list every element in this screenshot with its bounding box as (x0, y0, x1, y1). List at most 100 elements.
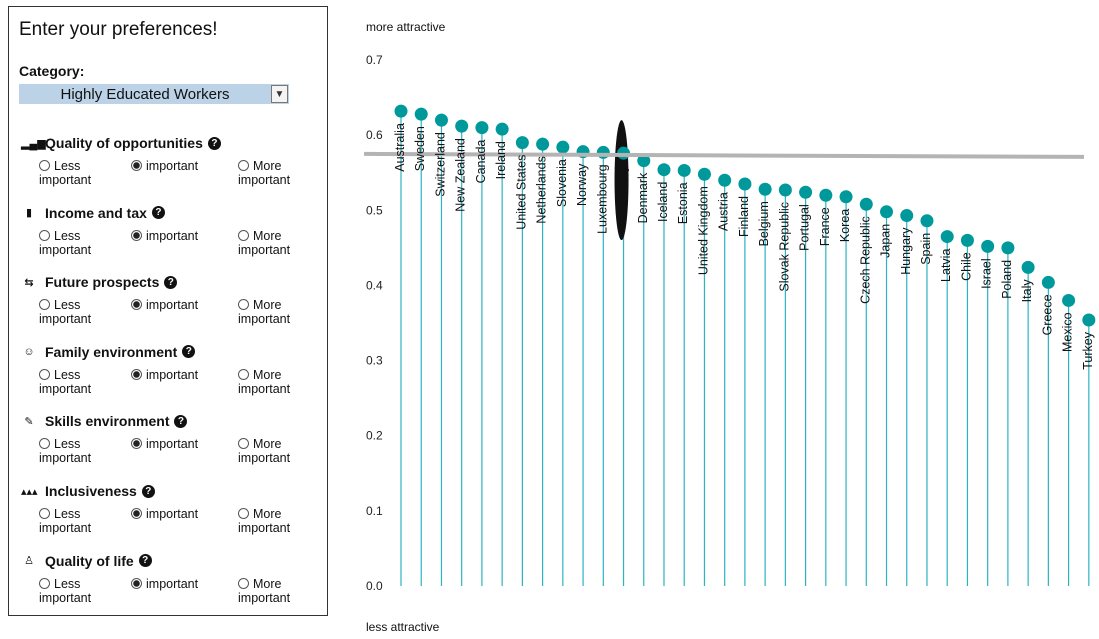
data-point (414, 107, 428, 121)
radio-important[interactable]: important (131, 507, 198, 521)
data-point (434, 113, 448, 127)
people-icon: ▴▴▴ (21, 485, 38, 498)
y-tick-label: 0.1 (366, 504, 383, 518)
radio-circle[interactable] (39, 438, 50, 450)
radio-important[interactable]: important (131, 437, 198, 451)
preference-row: ✎ Skills environment? Less important importa… (9, 413, 327, 483)
money-icon: ▮ (25, 207, 33, 220)
radio-less-important[interactable]: Less important (39, 576, 92, 605)
data-point (637, 154, 651, 168)
radio-circle[interactable] (238, 577, 249, 589)
radio-less-important[interactable]: Less important (39, 298, 92, 327)
preference-label: Future prospects (45, 274, 160, 291)
preference-title: ▂▄▆ Quality of opportunities? (21, 135, 221, 151)
preference-title: ✎ Skills environment? (21, 413, 188, 430)
radio-circle[interactable] (238, 508, 249, 519)
country-label: Switzerland (433, 132, 447, 197)
radio-circle[interactable] (238, 438, 249, 450)
category-label: Category: (19, 63, 85, 79)
radio-more-important[interactable]: More important (238, 367, 291, 396)
y-tick-label: 0.4 (366, 278, 383, 292)
data-point (880, 205, 894, 219)
country-label: Slovak Republic (777, 202, 791, 292)
help-icon[interactable]: ? (174, 414, 188, 428)
data-point (1062, 293, 1076, 307)
preference-row: ▂▄▆ Quality of opportunities? Less importan… (9, 135, 327, 205)
data-point (960, 233, 974, 247)
radio-circle[interactable] (39, 368, 50, 380)
radio-more-important[interactable]: More important (238, 228, 291, 257)
chevron-down-icon[interactable]: ▼ (271, 85, 288, 103)
radio-circle[interactable] (238, 229, 249, 241)
radio-less-important[interactable]: Less important (39, 367, 92, 396)
country-label: Australia (393, 123, 407, 172)
radio-circle[interactable] (39, 299, 50, 311)
preference-title: ☺ Family environment? (21, 344, 196, 360)
radio-circle-selected[interactable] (131, 577, 142, 589)
radio-important[interactable]: important (131, 159, 198, 173)
radio-more-important[interactable]: More important (238, 159, 291, 187)
radio-circle[interactable] (238, 160, 249, 171)
preference-label: Income and tax (45, 204, 147, 221)
country-label: Hungary (899, 227, 913, 275)
country-label: Germany (616, 164, 630, 216)
radio-important[interactable]: important (131, 368, 198, 382)
radio-circle-selected[interactable] (131, 229, 142, 241)
radio-less-important[interactable]: Less important (39, 437, 92, 466)
preference-label: Skills environment (45, 413, 170, 430)
category-select[interactable]: Highly Educated Workers ▼ (19, 84, 289, 104)
less-attractive-label: less attractive (366, 620, 440, 634)
radio-more-important[interactable]: More important (238, 437, 291, 466)
radio-more-important[interactable]: More important (238, 298, 291, 327)
country-label: France (818, 207, 832, 246)
panel-title: Enter your preferences! (19, 19, 218, 40)
country-label: Slovenia (555, 159, 569, 207)
radio-important[interactable]: important (131, 229, 198, 243)
radio-circle-selected[interactable] (131, 299, 142, 311)
y-tick-label: 0.2 (366, 429, 383, 443)
radio-circle[interactable] (39, 508, 50, 519)
radio-more-important[interactable]: More important (238, 576, 291, 605)
radio-circle[interactable] (39, 229, 50, 241)
help-icon[interactable]: ? (141, 484, 155, 498)
y-tick-label: 0.6 (366, 128, 383, 142)
radio-circle-selected[interactable] (131, 368, 142, 380)
country-label: Poland (1000, 260, 1014, 299)
preference-title: ♙ Quality of life? (21, 553, 152, 569)
radio-circle[interactable] (238, 368, 249, 380)
preference-label: Inclusiveness (45, 483, 137, 499)
radio-important[interactable]: important (131, 577, 198, 591)
data-point (697, 167, 711, 181)
country-label: United Kingdom (696, 186, 710, 275)
country-label: Denmark (636, 172, 650, 223)
radio-circle[interactable] (238, 299, 249, 311)
preference-row: ▴▴▴ Inclusiveness? Less important important M… (9, 483, 327, 553)
radio-less-important[interactable]: Less important (39, 507, 92, 535)
person-icon: ♙ (24, 555, 34, 568)
radio-more-important[interactable]: More important (238, 507, 291, 535)
data-point (394, 104, 408, 118)
more-attractive-label: more attractive (366, 20, 446, 34)
help-icon[interactable]: ? (207, 136, 221, 150)
radio-circle-selected[interactable] (131, 160, 142, 171)
preference-title: ▴▴▴ Inclusiveness? (21, 483, 155, 499)
family-icon: ☺ (23, 345, 35, 358)
help-icon[interactable]: ? (138, 554, 152, 568)
country-label: Turkey (1081, 331, 1095, 369)
radio-less-important[interactable]: Less important (39, 159, 92, 187)
radio-less-important[interactable]: Less important (39, 228, 92, 257)
radio-circle-selected[interactable] (131, 508, 142, 519)
help-icon[interactable]: ? (151, 206, 165, 220)
help-icon[interactable]: ? (164, 275, 178, 289)
preference-label: Quality of opportunities (45, 135, 203, 151)
country-label: Ireland (494, 141, 508, 179)
radio-circle-selected[interactable] (131, 438, 142, 450)
radio-circle[interactable] (39, 160, 50, 171)
radio-circle[interactable] (39, 577, 50, 589)
country-label: Finland (737, 196, 751, 237)
data-point (738, 177, 752, 191)
data-point (1041, 275, 1055, 289)
country-label: Austria (717, 192, 731, 231)
radio-important[interactable]: important (131, 298, 198, 312)
help-icon[interactable]: ? (182, 345, 196, 359)
